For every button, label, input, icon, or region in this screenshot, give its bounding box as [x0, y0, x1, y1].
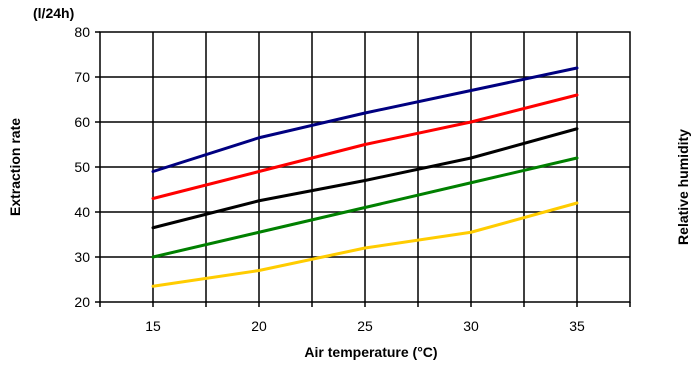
y-axis-title: Extraction rate — [7, 118, 23, 216]
x-tick-label: 30 — [463, 318, 479, 334]
series-line-3 — [151, 127, 579, 230]
x-tick-label: 25 — [357, 318, 373, 334]
tick-labels: 20 30 40 50 60 70 80 15 20 25 30 35 — [74, 24, 585, 334]
series-line-2 — [151, 93, 579, 200]
right-axis-title: Relative humidity — [675, 129, 691, 245]
series-line-5 — [151, 201, 579, 288]
y-tick-label: 80 — [74, 24, 90, 40]
series-line-1 — [151, 66, 579, 173]
x-tick-label: 15 — [145, 318, 161, 334]
y-tick-label: 50 — [74, 159, 90, 175]
tick-marks — [95, 31, 631, 307]
series-line-4 — [151, 156, 579, 259]
y-tick-label: 20 — [74, 294, 90, 310]
x-axis-title: Air temperature (°C) — [304, 344, 437, 360]
y-tick-label: 30 — [74, 249, 90, 265]
x-tick-label: 20 — [251, 318, 267, 334]
y-unit-label: (l/24h) — [33, 5, 74, 21]
x-tick-label: 35 — [569, 318, 585, 334]
y-tick-label: 70 — [74, 69, 90, 85]
series-lines — [151, 66, 579, 288]
y-tick-label: 60 — [74, 114, 90, 130]
y-tick-label: 40 — [74, 204, 90, 220]
